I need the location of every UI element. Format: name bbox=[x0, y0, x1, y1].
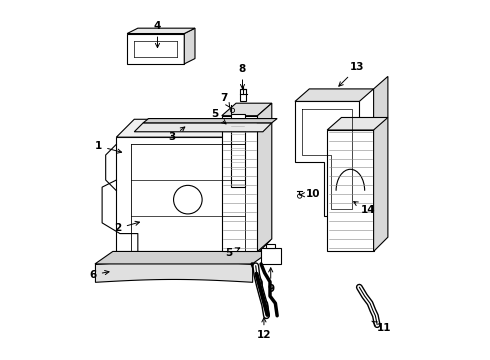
Polygon shape bbox=[231, 114, 245, 187]
Bar bbox=[241, 89, 246, 102]
Text: 13: 13 bbox=[339, 63, 365, 86]
Text: 5: 5 bbox=[211, 109, 226, 124]
Text: 2: 2 bbox=[115, 221, 140, 233]
Polygon shape bbox=[327, 117, 388, 130]
Polygon shape bbox=[295, 102, 359, 216]
Polygon shape bbox=[327, 130, 373, 251]
Text: 11: 11 bbox=[372, 321, 392, 333]
Text: 4: 4 bbox=[154, 21, 161, 48]
Text: 10: 10 bbox=[300, 189, 320, 199]
Polygon shape bbox=[95, 251, 270, 264]
Polygon shape bbox=[117, 119, 270, 137]
Polygon shape bbox=[252, 119, 270, 258]
Text: 7: 7 bbox=[220, 93, 230, 108]
Polygon shape bbox=[222, 116, 258, 251]
Polygon shape bbox=[295, 89, 373, 102]
Polygon shape bbox=[184, 28, 195, 64]
FancyBboxPatch shape bbox=[127, 33, 184, 64]
Polygon shape bbox=[143, 118, 277, 123]
Polygon shape bbox=[258, 103, 272, 251]
Polygon shape bbox=[222, 103, 272, 116]
Polygon shape bbox=[134, 123, 272, 132]
Text: 12: 12 bbox=[257, 318, 271, 341]
Text: 14: 14 bbox=[354, 202, 375, 215]
Text: 9: 9 bbox=[267, 268, 274, 294]
Polygon shape bbox=[261, 248, 281, 264]
Bar bbox=[266, 244, 275, 248]
Polygon shape bbox=[373, 76, 388, 251]
Polygon shape bbox=[127, 28, 195, 33]
Polygon shape bbox=[117, 137, 252, 258]
Text: 1: 1 bbox=[95, 141, 122, 153]
Text: 5: 5 bbox=[225, 248, 240, 258]
Text: 8: 8 bbox=[239, 64, 246, 89]
Text: 6: 6 bbox=[90, 270, 109, 280]
Text: 3: 3 bbox=[168, 127, 185, 142]
